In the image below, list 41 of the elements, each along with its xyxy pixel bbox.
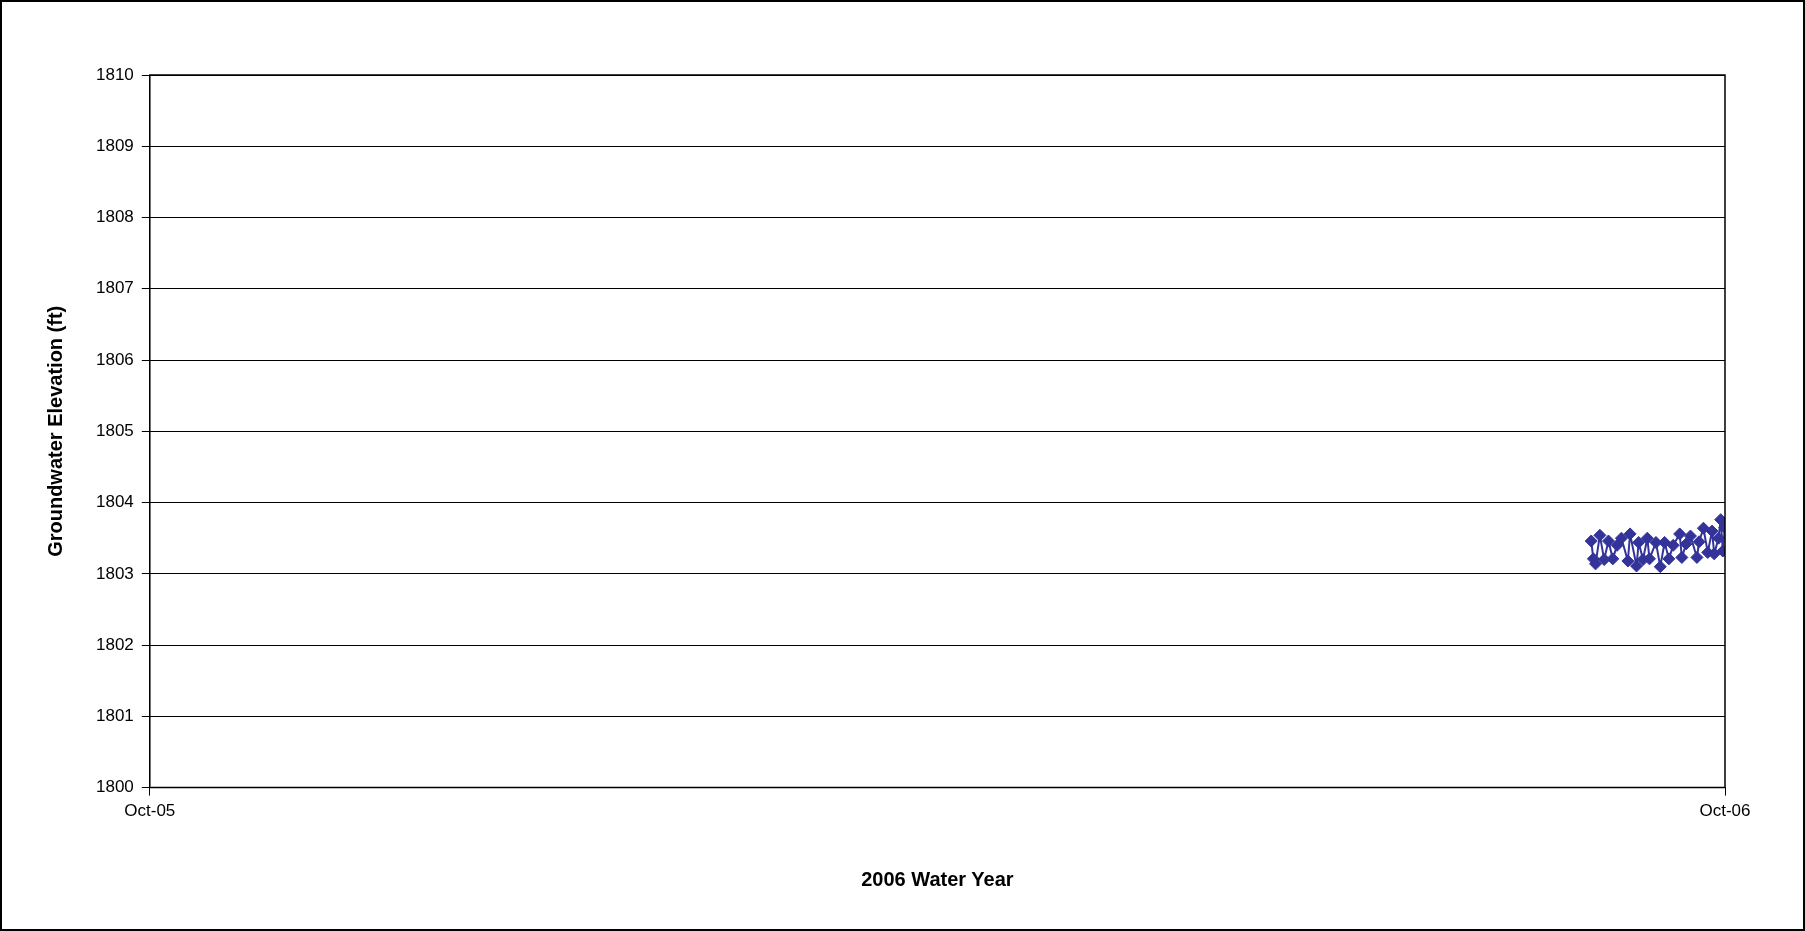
point [1662, 552, 1676, 566]
point [1683, 529, 1697, 543]
point [1606, 552, 1620, 566]
y-tick-label: 1807 [95, 278, 134, 298]
y-tick-label: 1810 [95, 64, 134, 84]
point [1653, 560, 1667, 574]
point [1679, 537, 1693, 551]
y-tick-label: 1803 [95, 563, 134, 583]
point [1621, 554, 1635, 568]
point [1696, 521, 1710, 535]
point [1640, 531, 1654, 545]
point [1658, 535, 1672, 549]
y-tick-label: 1808 [95, 207, 134, 227]
y-tick-label: 1800 [95, 777, 134, 797]
point [1614, 531, 1628, 545]
x-tick-label: Oct-06 [1699, 801, 1751, 821]
point [1630, 559, 1644, 573]
point [1649, 535, 1663, 549]
point [1692, 535, 1706, 549]
point [1690, 550, 1704, 564]
point [1673, 527, 1687, 541]
y-tick-label: 1802 [95, 634, 134, 654]
point [1601, 534, 1615, 548]
y-tick-label: 1805 [95, 420, 134, 440]
x-axis-title: 2006 Water Year [861, 867, 1014, 890]
point [1675, 550, 1689, 564]
point [1610, 538, 1624, 552]
y-tick-label: 1806 [95, 349, 134, 369]
point [1705, 524, 1719, 538]
point [1632, 535, 1646, 549]
point [1597, 553, 1611, 567]
point [1584, 534, 1598, 548]
point [1666, 538, 1680, 552]
y-tick-label: 1804 [95, 492, 134, 512]
x-tick-label: Oct-05 [124, 801, 176, 821]
y-tick-label: 1801 [95, 706, 134, 726]
point [1593, 528, 1607, 542]
y-axis-title: Groundwater Elevation (ft) [43, 305, 66, 557]
point [1623, 527, 1637, 541]
y-tick-label: 1809 [95, 135, 134, 155]
point [1712, 531, 1725, 545]
